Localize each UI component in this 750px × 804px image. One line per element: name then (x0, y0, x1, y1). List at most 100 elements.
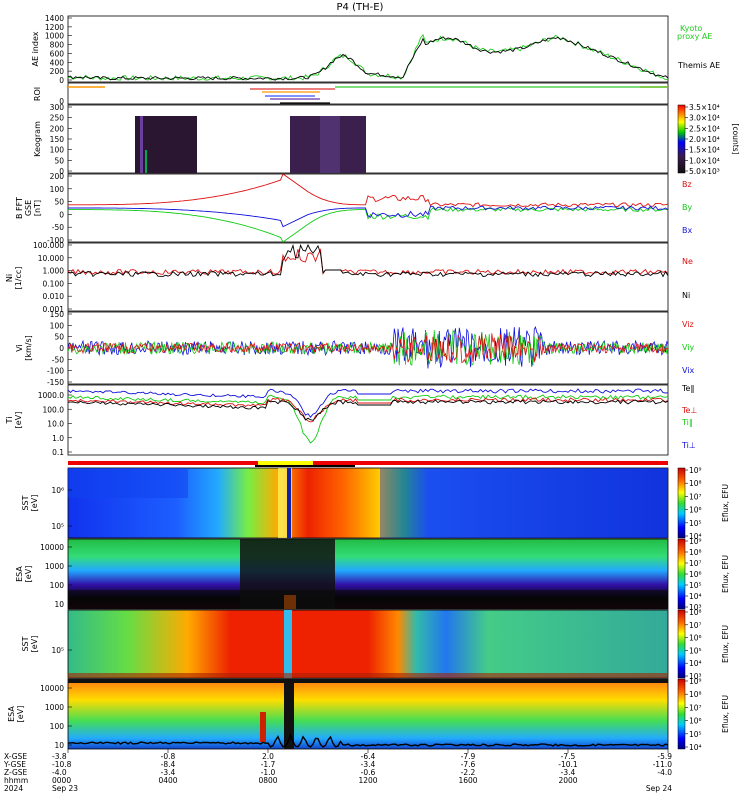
footer-value: 0000 (52, 776, 71, 785)
sst-e-shade (380, 468, 668, 538)
series-te-perp (67, 397, 669, 423)
footer-value: -3.4 (161, 768, 176, 777)
bfft-tick-label: 200 (50, 172, 65, 181)
keogram-ylabel: Keogram (33, 121, 42, 157)
legend-themis-ae: Themis AE (677, 61, 720, 70)
footer-value: -6.4 (361, 752, 376, 761)
sst-e-yticks: 10⁶ 10⁵ (51, 486, 72, 531)
legend-ni: Ni (682, 291, 690, 300)
footer-value: 1200 (358, 776, 377, 785)
keogram-tick-label: 100 (50, 146, 65, 155)
footer-value: -1.7 (261, 760, 276, 769)
esa-e-tick-label: 10000 (40, 543, 64, 552)
ni-yticks: 100.000 10.000 1.000 0.100 0.010 0.001 (33, 241, 72, 314)
keogram-tick-label: 250 (50, 114, 65, 123)
footer-value: Sep 23 (52, 784, 78, 793)
series-ti-perp (67, 388, 669, 418)
ni-tick-label: 0.100 (43, 279, 65, 288)
orbit-footer: X-GSEY-GSEZ-GSEhhmm2024-3.8-10.8-4.00000… (3, 749, 672, 793)
legend-bx: Bx (682, 226, 692, 235)
ti-panel: 1000.0 100.0 10.0 1.0 0.1 Ti [eV] Te‖ Te⊥ Ti… (5, 384, 697, 457)
footer-value: 2.0 (262, 752, 274, 761)
ae-frame (67, 15, 669, 83)
sst-i-colorbar-tick-label: 10³ (689, 672, 702, 681)
ni-ylabel-1: Ni (5, 274, 14, 282)
esa-i-colorbar-tick-label: 10⁸ (689, 690, 702, 699)
series-te-par (67, 399, 669, 421)
esa-i-colorbar-label: Eflux, EFU (721, 695, 730, 733)
footer-value: -1.0 (261, 768, 276, 777)
footer-value: -3.4 (361, 760, 376, 769)
sst-e-colorbar (677, 467, 686, 539)
bfft-tick-label: -50 (52, 223, 64, 232)
esa-e-colorbar-tick-label: 10⁸ (689, 548, 702, 557)
esa-i-gap (284, 679, 294, 749)
esa-e-tick-label: 10 (54, 600, 64, 609)
ti-tick-label: 0.1 (52, 448, 64, 457)
sst-e-colorbar-tick-label: 10⁸ (689, 479, 702, 488)
ae-tick-label: 1400 (45, 14, 64, 23)
footer-value: -7.6 (461, 760, 476, 769)
legend-te-perp: Te⊥ (681, 406, 697, 415)
legend-viz: Viz (682, 320, 694, 329)
sst-i-colorbar-tick-label: 10⁸ (689, 608, 702, 617)
series-by (68, 207, 669, 243)
footer-value: -0.8 (161, 752, 176, 761)
sst-e-gap (287, 468, 291, 538)
sst-i-colorbar-label: Eflux, EFU (721, 625, 730, 663)
mode-bar-gap (68, 465, 668, 467)
esa-i-ylabel-2: [eV] (16, 706, 25, 723)
esa-i-colorbar-ticks: 10⁹ 10⁸ 10⁷ 10⁶ 10⁵ 10⁴ (685, 677, 702, 752)
vi-tick-label: -100 (47, 367, 64, 376)
footer-value: -5.9 (657, 752, 672, 761)
esa-e-ylabel-2: [eV] (24, 566, 33, 583)
bfft-frame (67, 173, 669, 243)
esa-i-spot (260, 712, 266, 742)
bfft-tick-label: 50 (54, 198, 64, 207)
esa-e-colorbar (677, 538, 686, 610)
footer-row-label: Z-GSE (4, 768, 28, 777)
keogram-tick-label: 200 (50, 124, 65, 133)
esa-e-colorbar-tick-label: 10⁹ (689, 537, 702, 546)
bfft-ylabel-1: B FFT (15, 197, 24, 219)
roi-ylabel: ROI (33, 87, 42, 101)
esa-e-colorbar-label: Eflux, EFU (721, 555, 730, 593)
esa-i-tick-label: 100 (50, 722, 65, 731)
bfft-yticks: 200 100 50 0 -50 -100 (47, 172, 72, 245)
legend-by: By (682, 203, 692, 212)
esa-i-topband (68, 679, 668, 683)
sst-e-colorbar-tick-label: 10⁹ (689, 466, 702, 475)
ae-ylabel: AE index (31, 31, 40, 66)
ti-yticks: 1000.0 100.0 10.0 1.0 0.1 (38, 391, 72, 457)
keogram-tick-label: 300 (50, 103, 65, 112)
ae-tick-label: 200 (50, 67, 65, 76)
esa-e-yticks: 10000 1000 100 10 (40, 543, 72, 609)
ae-tick-label: 800 (50, 41, 65, 50)
ae-tick-label: 400 (50, 58, 65, 67)
sst-e-ylabel-1: SST (21, 495, 30, 510)
keogram-streak (320, 116, 340, 173)
footer-value: -0.6 (361, 768, 376, 777)
sst-i-ylabel-1: SST (21, 636, 30, 651)
bfft-ylabel-3: [nT] (33, 200, 42, 216)
series-viy (67, 329, 669, 366)
series-themis-ae (67, 36, 669, 81)
footer-value: -7.9 (461, 752, 476, 761)
footer-value: Sep 24 (646, 784, 672, 793)
legend-kyoto: Kyoto (680, 24, 702, 33)
keogram-tick-label: 50 (54, 156, 64, 165)
esa-i-yticks: 10000 1000 100 10 (40, 684, 72, 750)
ae-tick-label: 600 (50, 49, 65, 58)
keogram-streak (145, 150, 147, 173)
esa-i-colorbar-tick-label: 10⁷ (689, 703, 702, 712)
legend-ti-perp: Ti⊥ (681, 441, 696, 450)
footer-value: -11.0 (653, 760, 673, 769)
vi-yticks: 150 100 50 0 -50 -100 -150 (47, 310, 72, 387)
footer-value: -7.5 (561, 752, 576, 761)
legend-ne: Ne (682, 257, 693, 266)
